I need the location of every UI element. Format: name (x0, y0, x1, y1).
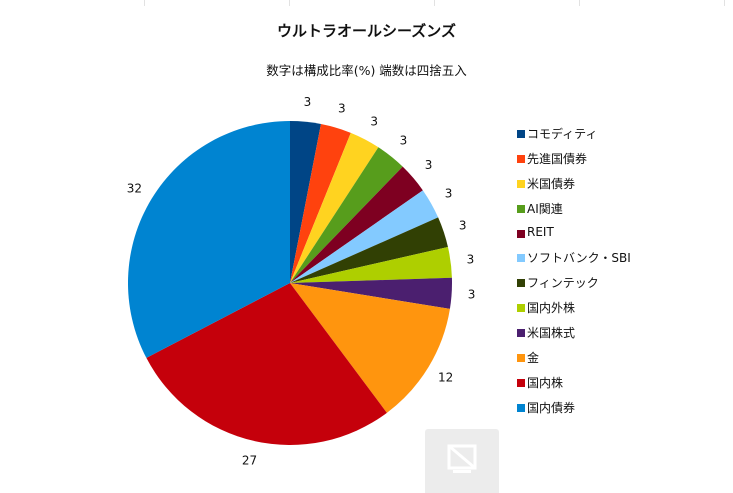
legend-item: ソフトバンク・SBI (514, 248, 724, 273)
legend-swatch (517, 329, 525, 338)
legend-swatch (517, 304, 525, 313)
legend-item: 金 (514, 348, 724, 373)
legend-item: フィンテック (514, 273, 724, 298)
legend-label: REIT (527, 224, 554, 239)
legend-label: コモディティ (527, 127, 598, 141)
pie-slice (146, 283, 387, 445)
legend-item: 米国債券 (514, 174, 724, 199)
pie-slice (290, 217, 448, 283)
pie-slice (290, 246, 452, 283)
legend-swatch (517, 354, 525, 363)
pie-slice (290, 166, 423, 283)
slice-data-label: 3 (338, 102, 346, 116)
gridline (434, 0, 435, 6)
slice-data-label: 3 (370, 115, 378, 129)
chart-subtitle: 数字は構成比率(%) 端数は四捨五入 (266, 63, 467, 78)
gridline (289, 0, 290, 6)
chart-title: ウルトラオールシーズンズ (277, 22, 456, 40)
slice-data-label: 3 (425, 158, 433, 172)
legend-swatch (517, 154, 525, 163)
legend-label: ソフトバンク・SBI (527, 251, 631, 266)
image-placeholder[interactable] (425, 429, 499, 493)
legend-swatch (517, 403, 525, 412)
legend-item: 国内株 (514, 373, 724, 398)
image-placeholder-icon (447, 444, 477, 473)
legend-item: AI関連 (514, 199, 724, 224)
legend-label: AI関連 (527, 201, 563, 216)
legend-label: 国内株 (527, 375, 564, 390)
legend-swatch (517, 229, 525, 238)
slice-data-label: 32 (127, 182, 142, 196)
legend-swatch (517, 279, 525, 288)
slice-data-label: 3 (468, 288, 476, 302)
legend-item: REIT (514, 224, 724, 249)
chart-legend: コモディティ 先進国債券米国債券 AI関連 REIT ソフトバンク・SBI フィンテック国… (514, 124, 724, 423)
legend-label: 先進国債券 (527, 151, 588, 166)
pie-slice (290, 121, 321, 283)
slice-data-label: 12 (438, 370, 453, 384)
pie-slice (290, 123, 351, 284)
legend-swatch (517, 179, 525, 188)
gridline (579, 0, 580, 6)
legend-item: 国内債券 (514, 398, 724, 423)
slice-data-label: 27 (242, 453, 257, 467)
pie-slice (127, 121, 291, 358)
gridline (724, 0, 725, 6)
legend-item: コモディティ (514, 124, 724, 149)
legend-label: 米国債券 (527, 176, 576, 191)
pie-slice (290, 147, 403, 283)
legend-item: 米国株式 (514, 323, 724, 348)
slice-data-label: 3 (400, 134, 408, 148)
legend-swatch (517, 130, 525, 138)
slice-data-label: 3 (467, 253, 475, 267)
legend-label: 国内外株 (527, 301, 576, 316)
pie-slice (290, 190, 439, 283)
legend-label: 米国株式 (527, 326, 576, 341)
slice-data-label: 3 (445, 187, 453, 201)
legend-item: 国内外株 (514, 298, 724, 323)
legend-label: フィンテック (527, 276, 599, 291)
slice-data-label: 3 (304, 95, 312, 109)
legend-item: 先進国債券 (514, 149, 724, 174)
legend-label: 国内債券 (527, 400, 576, 415)
legend-label: 金 (527, 351, 540, 366)
legend-swatch (517, 204, 525, 213)
pie-slice (290, 132, 379, 283)
pie-slice (290, 283, 450, 413)
pie-slice (290, 277, 453, 309)
gridline (144, 0, 145, 6)
slice-data-label: 3 (459, 219, 467, 233)
legend-swatch (517, 378, 525, 387)
legend-swatch (517, 254, 525, 263)
